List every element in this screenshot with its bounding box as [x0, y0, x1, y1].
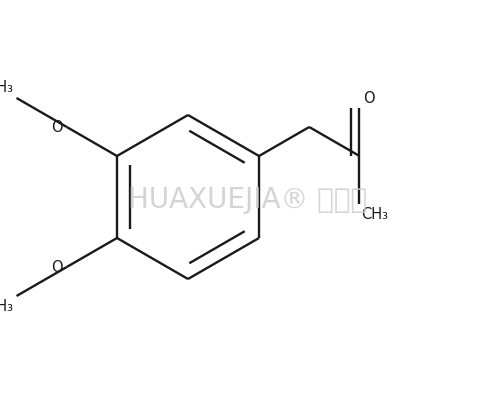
Text: HUAXUEJIA® 化学加: HUAXUEJIA® 化学加	[128, 186, 368, 214]
Text: O: O	[364, 91, 375, 106]
Text: CH₃: CH₃	[362, 207, 388, 222]
Text: CH₃: CH₃	[0, 80, 13, 95]
Text: O: O	[51, 120, 63, 134]
Text: O: O	[51, 260, 63, 274]
Text: CH₃: CH₃	[0, 299, 13, 314]
